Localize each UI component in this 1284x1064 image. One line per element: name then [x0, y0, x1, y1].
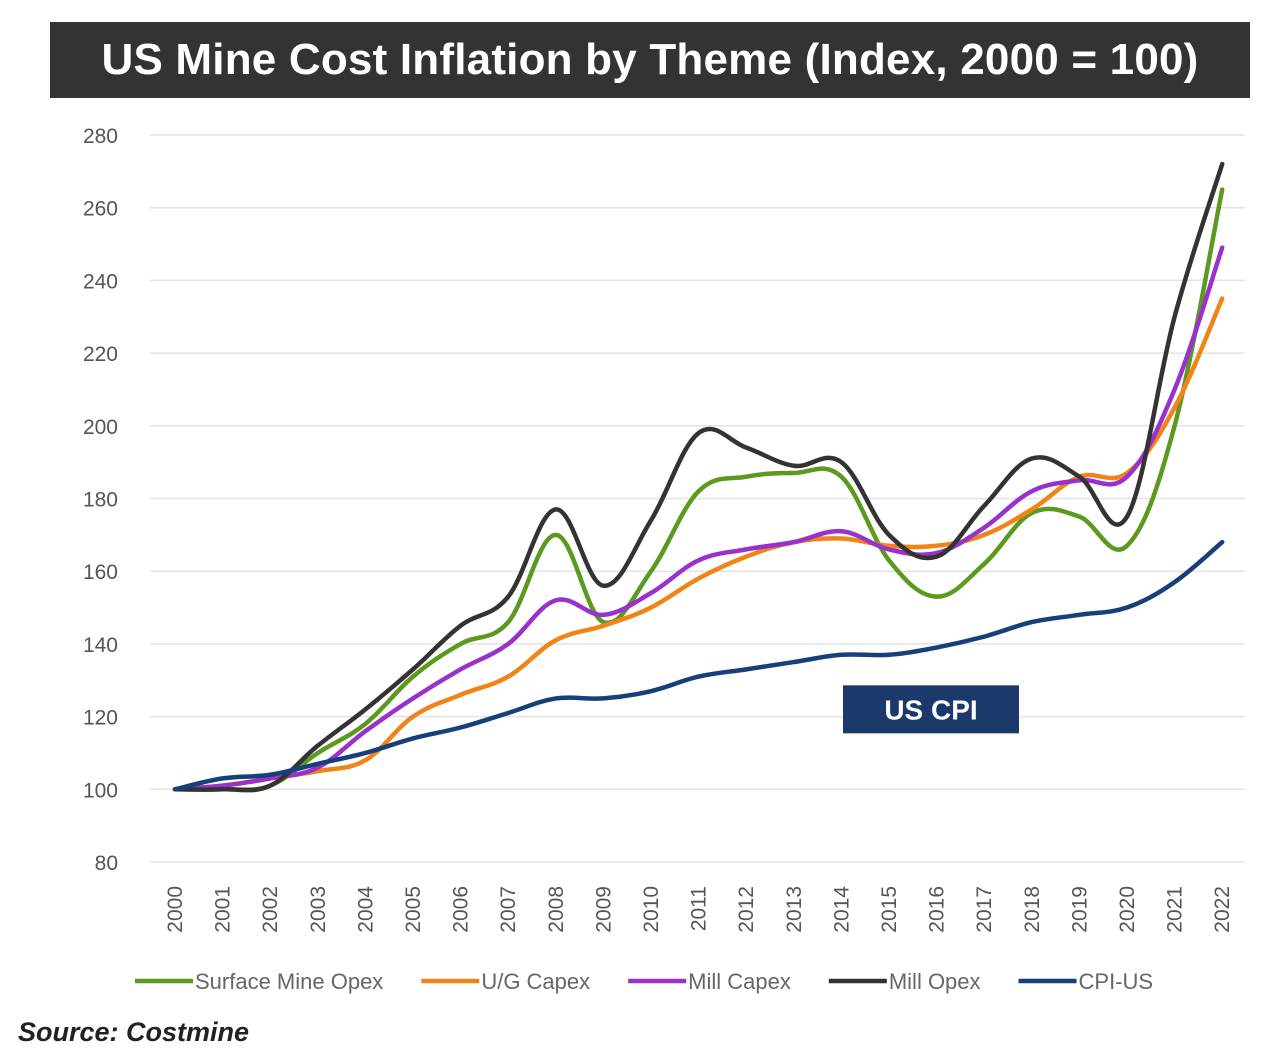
series-line-surface-mine-opex	[172, 187, 1225, 792]
x-tick-label: 2019	[1068, 886, 1091, 933]
x-tick-label: 2010	[640, 886, 663, 933]
annotation-label: US CPI	[884, 694, 977, 725]
x-tick-label: 2011	[688, 886, 711, 931]
x-tick-label: 2020	[1116, 886, 1139, 933]
y-tick-label: 260	[83, 198, 118, 221]
legend-item: Mill Capex	[628, 969, 791, 994]
y-tick-label: 160	[83, 561, 118, 584]
y-tick-label: 100	[83, 779, 118, 802]
x-tick-label: 2014	[830, 886, 853, 933]
legend-item: Surface Mine Opex	[135, 969, 383, 994]
x-tick-label: 2009	[592, 886, 615, 933]
x-tick-label: 2022	[1211, 886, 1234, 933]
series-line-cpi-us	[172, 539, 1225, 792]
series-line-u-g-capex	[172, 296, 1225, 792]
series-line-mill-capex	[172, 245, 1225, 792]
x-axis-ticks: 2000 2001 2002 2003 2004 2005 2006 2007 2008 2009…	[164, 886, 1234, 933]
legend: Surface Mine Opex U/G Capex Mill Capex Mill…	[135, 969, 1153, 994]
source-note: Source: Costmine	[18, 1017, 250, 1047]
x-tick-label: 2002	[259, 886, 282, 933]
y-tick-label: 240	[83, 270, 118, 293]
legend-item: Mill Opex	[828, 969, 981, 994]
legend-label: Mill Capex	[688, 969, 791, 994]
y-tick-label: 220	[83, 343, 118, 366]
y-tick-label: 120	[83, 707, 118, 730]
x-tick-label: 2021	[1164, 886, 1187, 933]
x-tick-label: 2018	[1021, 886, 1044, 933]
annotations: US CPI	[843, 685, 1019, 734]
legend-item: U/G Capex	[421, 969, 590, 994]
legend-label: Mill Opex	[889, 969, 981, 994]
y-tick-label: 200	[83, 416, 118, 439]
y-tick-label: 280	[83, 125, 118, 148]
x-tick-label: 2003	[307, 886, 330, 933]
x-tick-label: 2012	[735, 886, 758, 933]
x-tick-label: 2006	[450, 886, 473, 933]
x-tick-label: 2013	[783, 886, 806, 933]
legend-label: CPI-US	[1079, 969, 1154, 994]
x-tick-label: 2007	[497, 886, 520, 933]
y-axis-ticks: 80 100 120 140 160 180 200 220 240 260 280	[83, 125, 118, 875]
legend-label: U/G Capex	[481, 969, 590, 994]
legend-item: CPI-US	[1018, 969, 1154, 994]
x-tick-label: 2001	[212, 886, 235, 933]
x-tick-label: 2004	[354, 886, 377, 933]
x-tick-label: 2016	[926, 886, 949, 933]
x-tick-label: 2005	[402, 886, 425, 933]
x-tick-label: 2017	[973, 886, 996, 933]
x-tick-label: 2015	[878, 886, 901, 933]
y-tick-label: 180	[83, 489, 118, 512]
chart-title: US Mine Cost Inflation by Theme (Index, …	[50, 22, 1250, 98]
series-line-mill-opex	[172, 161, 1225, 793]
legend-label: Surface Mine Opex	[195, 969, 383, 994]
series-lines	[172, 161, 1225, 793]
annotation-box	[843, 685, 1019, 734]
y-tick-label: 80	[95, 852, 118, 875]
x-tick-label: 2000	[164, 886, 187, 933]
grid	[150, 134, 1245, 863]
annotation-us-cpi: US CPI	[843, 685, 1019, 734]
y-tick-label: 140	[83, 634, 118, 657]
x-tick-label: 2008	[545, 886, 568, 933]
